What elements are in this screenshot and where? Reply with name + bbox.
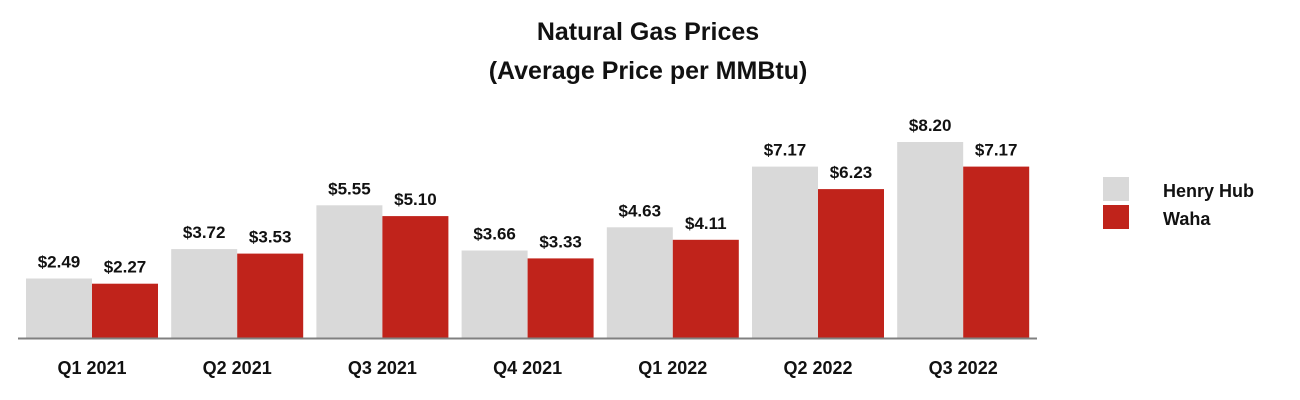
bar-henry-hub bbox=[606, 227, 673, 338]
bar-henry-hub bbox=[752, 166, 818, 338]
x-tick-label: Q3 2022 bbox=[929, 358, 998, 378]
x-tick-label: Q2 2021 bbox=[203, 358, 272, 378]
data-label-henry-hub: $7.17 bbox=[764, 141, 807, 160]
bar-waha bbox=[963, 166, 1030, 338]
data-label-henry-hub: $3.66 bbox=[473, 225, 516, 244]
legend: Henry Hub Waha bbox=[1103, 177, 1254, 229]
data-label-waha: $3.53 bbox=[249, 228, 292, 247]
x-tick-label: Q2 2022 bbox=[783, 358, 852, 378]
bar-group: $2.49 $2.27 $3.72 $3.53 $5.55 $5.10 $3.66 $3.33… bbox=[26, 116, 1030, 338]
legend-swatch-waha bbox=[1103, 205, 1129, 229]
bar-waha bbox=[92, 283, 158, 338]
x-axis-ticks: Q1 2021 Q2 2021 Q3 2021 Q4 2021 Q1 2022 Q2 20… bbox=[57, 358, 997, 378]
bar-waha bbox=[382, 216, 449, 338]
x-tick-label: Q1 2021 bbox=[57, 358, 126, 378]
data-label-waha: $3.33 bbox=[539, 232, 582, 251]
data-label-henry-hub: $8.20 bbox=[909, 116, 952, 135]
bar-henry-hub bbox=[316, 205, 383, 338]
data-label-waha: $7.17 bbox=[975, 141, 1018, 160]
data-label-henry-hub: $5.55 bbox=[328, 179, 371, 198]
bar-henry-hub bbox=[26, 278, 92, 338]
legend-label-waha: Waha bbox=[1163, 209, 1211, 229]
chart-title: Natural Gas Prices bbox=[537, 18, 759, 46]
bar-henry-hub bbox=[897, 142, 964, 338]
chart-subtitle: (Average Price per MMBtu) bbox=[489, 57, 808, 85]
bar-waha bbox=[237, 253, 304, 338]
bar-waha bbox=[818, 189, 884, 338]
bar-henry-hub bbox=[171, 249, 238, 338]
bar-waha bbox=[672, 239, 739, 338]
bar-waha bbox=[527, 258, 594, 338]
legend-label-henry-hub: Henry Hub bbox=[1163, 181, 1254, 201]
data-label-waha: $4.11 bbox=[685, 214, 727, 233]
x-tick-label: Q4 2021 bbox=[493, 358, 562, 378]
x-tick-label: Q3 2021 bbox=[348, 358, 417, 378]
legend-swatch-henry-hub bbox=[1103, 177, 1129, 201]
bar-henry-hub bbox=[461, 250, 528, 338]
data-label-waha: $2.27 bbox=[104, 258, 147, 277]
data-label-henry-hub: $2.49 bbox=[38, 253, 81, 272]
data-label-waha: $6.23 bbox=[830, 163, 873, 182]
x-tick-label: Q1 2022 bbox=[638, 358, 707, 378]
data-label-henry-hub: $3.72 bbox=[183, 223, 226, 242]
data-label-waha: $5.10 bbox=[394, 190, 437, 209]
data-label-henry-hub: $4.63 bbox=[619, 201, 662, 220]
